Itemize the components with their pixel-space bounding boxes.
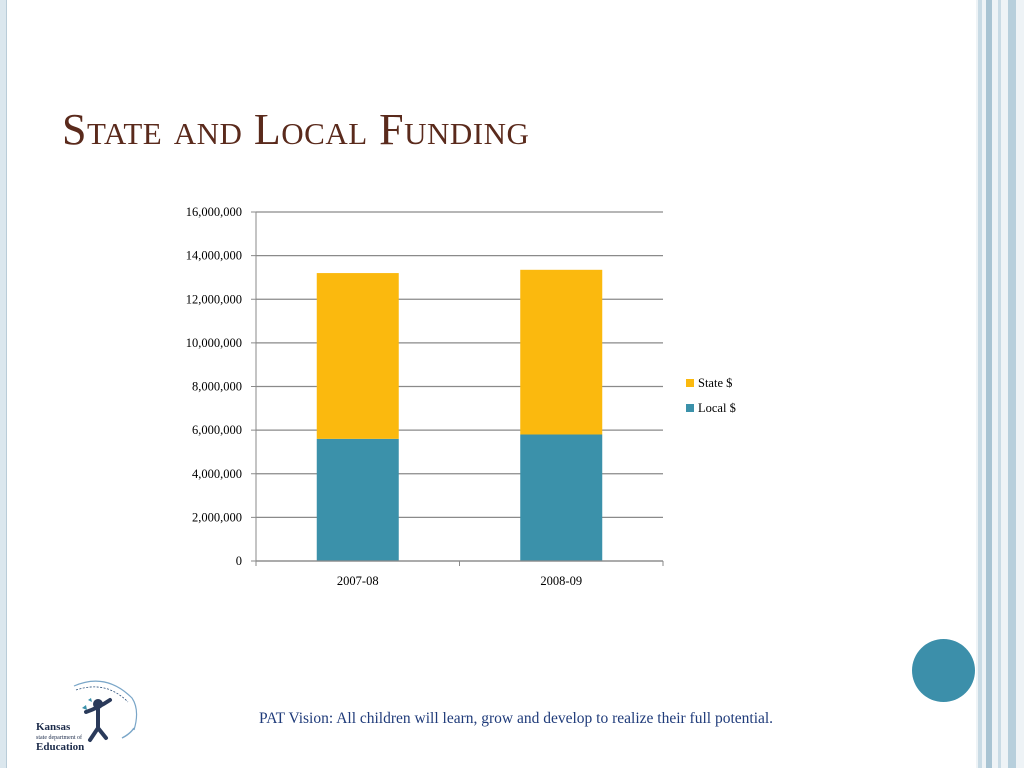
vision-statement: PAT Vision: All children will learn, gro… [259, 710, 774, 727]
frame-stripe [998, 0, 1001, 768]
logo-line1: Kansas [36, 721, 71, 733]
logo-line2: state department of [36, 734, 82, 741]
legend-label: State $ [698, 376, 732, 390]
y-tick-label: 0 [236, 554, 242, 568]
slide-title: State and Local Funding [62, 105, 530, 154]
y-axis-tick-labels: 0 2,000,000 4,000,000 6,000,000 8,000,000 10,… [186, 205, 242, 568]
frame-stripe [978, 0, 982, 768]
y-tick-label: 16,000,000 [186, 205, 242, 219]
frame-stripe [1008, 0, 1016, 768]
bar-segment [316, 438, 399, 561]
legend-label: Local $ [698, 401, 736, 415]
slide-frame-left [0, 0, 7, 768]
bar-segment [520, 434, 603, 561]
y-tick-label: 8,000,000 [192, 380, 242, 394]
x-axis: 2007-08 2008-09 [255, 560, 664, 588]
bar-segment [316, 273, 399, 439]
slide-frame-right [976, 0, 1024, 768]
ksde-logo: Kansas state department of Education [36, 678, 146, 756]
x-tick-label: 2007-08 [337, 574, 379, 588]
x-tick-label: 2008-09 [540, 574, 582, 588]
chart-bars [316, 269, 603, 561]
logo-line3: Education [36, 741, 84, 753]
y-tick-label: 14,000,000 [186, 249, 242, 263]
y-tick-label: 2,000,000 [192, 510, 242, 524]
legend-swatch [686, 404, 694, 412]
legend-swatch [686, 379, 694, 387]
y-tick-label: 10,000,000 [186, 336, 242, 350]
y-tick-label: 6,000,000 [192, 423, 242, 437]
frame-stripe [986, 0, 992, 768]
y-tick-label: 4,000,000 [192, 467, 242, 481]
y-tick-label: 12,000,000 [186, 292, 242, 306]
accent-circle [912, 639, 975, 702]
chart-legend: State $ Local $ [686, 376, 736, 415]
bar-segment [520, 269, 603, 435]
